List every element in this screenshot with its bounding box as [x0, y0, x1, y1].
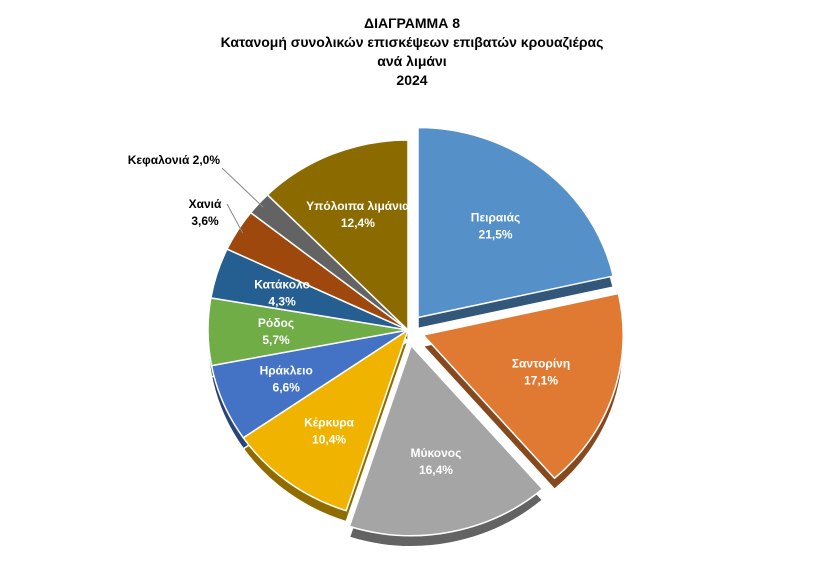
- pie-slice: [242, 329, 409, 512]
- slice-label: Σαντορίνη 17,1%: [512, 357, 570, 388]
- slice-label: Πειραιάς 21,5%: [471, 211, 520, 242]
- chart-title: ΔΙΑΓΡΑΜΜΑ 8 Κατανομή συνολικών επισκέψεω…: [0, 14, 824, 90]
- pie-slice: [417, 126, 614, 319]
- pie-slice: [266, 139, 409, 331]
- slice-label: Κατάκολο 4,3%: [254, 277, 310, 308]
- slice-label: Ρόδος 5,7%: [258, 316, 294, 347]
- title-line-2: Κατανομή συνολικών επισκέψεων επιβατών κ…: [220, 34, 604, 50]
- slice-label: Χανιά 3,6%: [189, 197, 222, 228]
- slice-label: Κεφαλονιά 2,0%: [128, 153, 221, 167]
- slice-label: Μύκονος 16,4%: [411, 446, 462, 477]
- slice-label: Κέρκυρα 10,4%: [304, 416, 355, 447]
- title-line-3: ανά λιμάνι: [377, 53, 447, 69]
- slice-label: Υπόλοιπα λιμάνια 12,4%: [306, 199, 410, 230]
- leader-line: [226, 203, 244, 234]
- title-line-1: ΔΙΑΓΡΑΜΜΑ 8: [364, 15, 460, 31]
- title-line-4: 2024: [396, 72, 428, 88]
- pie-slice: [422, 292, 624, 480]
- leader-line: [221, 167, 264, 208]
- pie-slice: [348, 344, 544, 537]
- slice-label: Ηράκλειο 6,6%: [260, 363, 313, 394]
